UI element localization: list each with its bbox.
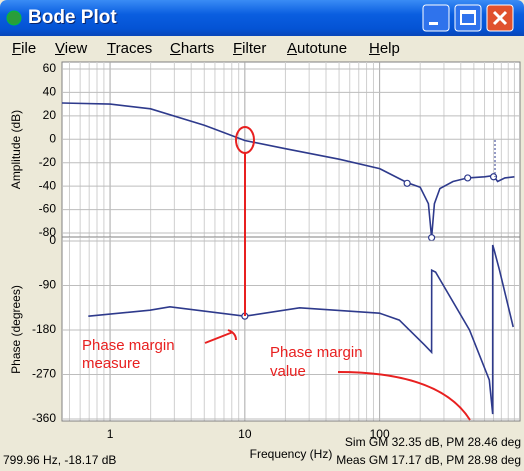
menu-item[interactable]: View	[55, 40, 88, 57]
menu-item[interactable]: Help	[369, 40, 400, 57]
y-tick-label: -60	[39, 202, 57, 216]
menu-item[interactable]: File	[12, 40, 37, 57]
trace	[88, 244, 514, 415]
y-tick-label: -40	[39, 178, 57, 192]
menu-item[interactable]: Filter	[233, 40, 267, 57]
window-title: Bode Plot	[28, 7, 117, 28]
y-axis-label: Amplitude (dB)	[9, 110, 23, 189]
menu-item[interactable]: Autotune	[287, 40, 348, 57]
y-tick-label: -90	[39, 278, 57, 292]
menu-item[interactable]: Traces	[107, 40, 153, 57]
marker	[241, 312, 249, 320]
x-axis-label: Frequency (Hz)	[250, 447, 333, 461]
y-tick-label: 0	[49, 233, 56, 247]
y-tick-label: 0	[49, 131, 56, 145]
menu-bar: File View Traces Charts Filter Autotune …	[0, 37, 524, 61]
marker	[464, 174, 472, 182]
y-axis-label: Phase (degrees)	[9, 285, 23, 374]
y-tick-label: -20	[39, 155, 57, 169]
menu-item[interactable]: Charts	[170, 40, 215, 57]
y-tick-label: 60	[43, 61, 57, 75]
y-tick-label: -360	[32, 411, 56, 425]
x-tick-label: 100	[370, 427, 390, 441]
title-bar: Bode Plot	[0, 0, 524, 36]
y-tick-label: -80	[39, 225, 57, 239]
marker	[428, 234, 436, 242]
y-tick-label: -180	[32, 322, 56, 336]
marker	[403, 179, 411, 187]
y-tick-label: -270	[32, 367, 56, 381]
y-tick-label: 20	[43, 108, 57, 122]
marker	[489, 173, 498, 181]
y-tick-label: 40	[43, 85, 57, 99]
x-tick-label: 1	[107, 427, 114, 441]
x-tick-label: 10	[238, 427, 252, 441]
